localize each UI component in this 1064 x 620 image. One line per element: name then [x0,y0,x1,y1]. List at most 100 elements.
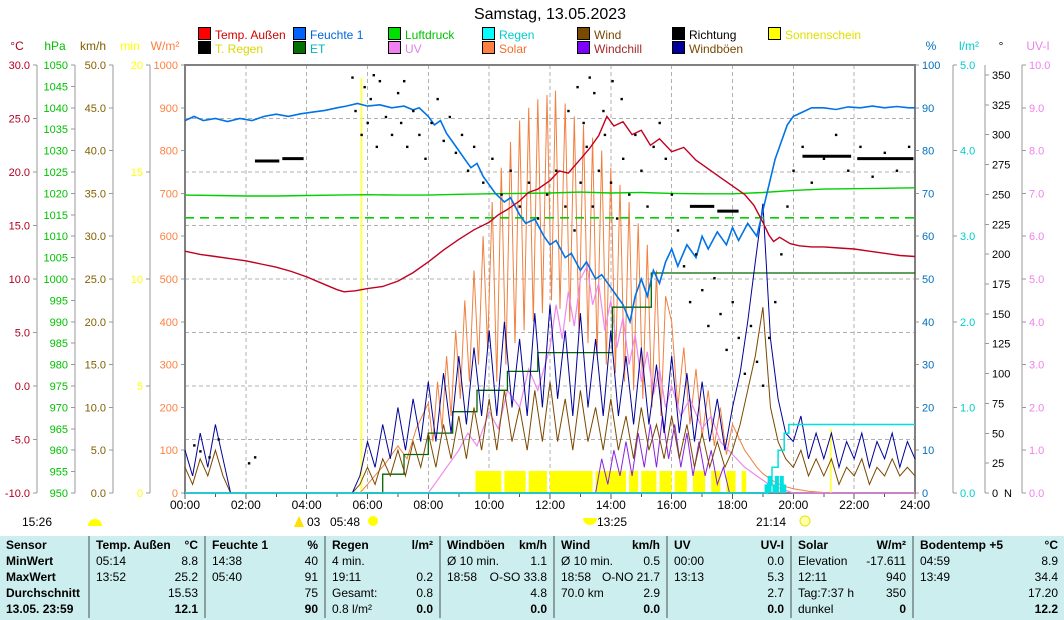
table-row: 13:52 25.2 [96,570,198,584]
x-axis-label: 20:00 [778,498,808,512]
legend-item-feuchte-1: Feuchte 1 [293,27,364,42]
series-temp-aussen [184,114,916,293]
legend-label: Feuchte 1 [310,28,364,42]
axis-tick-label: 1025 [44,167,68,179]
axis-tick-label: 35.0 [85,188,106,200]
x-axis-label: 24:00 [900,498,930,512]
axis-tick-label: 200 [992,249,1010,261]
x-axis-label: 18:00 [717,498,747,512]
axis-tick-label: 0 [172,488,178,500]
table-row: 0.0 [530,602,547,616]
axis-tick-label: 9.0 [1029,103,1044,115]
axis-tick-label: 0.0 [91,488,106,500]
table-row: 0.0 [767,602,784,616]
table-column-3: Regen l/m² 4 min. 19:11 0.2 Gesamt: 0.8 0.8 l/m… [324,536,439,618]
axis-tick-label: 1010 [44,231,68,243]
axis-tick-label: 5.0 [15,328,30,340]
table-row: 19:11 0.2 [332,570,433,584]
series-richtung-mittel [254,154,914,213]
table-row: 13:49 34.4 [920,570,1058,584]
axis-tick-label: 0 [137,488,143,500]
legend-item-uv: UV [388,41,422,56]
table-row-label: MaxWert [6,570,56,584]
table-row: 04:59 8.9 [920,554,1058,568]
axis-tick-label: 0 [922,488,928,500]
axis-tick-label: 4.0 [960,146,975,158]
uv-swatch-icon [388,41,401,54]
table-row-label: 13.05. 23:59 [6,602,74,616]
axis-unit-label: ° [999,39,1004,53]
axis-unit-label: min [120,39,139,53]
axis-tick-label: 8.0 [1029,146,1044,158]
axis-tick-label: 1030 [44,146,68,158]
table-row: dunkel 0 [798,602,906,616]
axis-tick-label: 20 [131,60,143,72]
axis-tick-label: 300 [992,130,1010,142]
page-title: Samstag, 13.05.2023 [473,6,627,23]
legend-item-t-regen: T. Regen [198,41,264,56]
axis-tick-label: 0.0 [960,488,975,500]
series-luftdruck [184,187,916,197]
axis-tick-label: 225 [992,219,1010,231]
axis-deg: 3503253002752502252001751501251007550250… [984,39,1012,500]
table-row: 0.0 [643,602,660,616]
axis-tick-label: 800 [160,146,178,158]
axis-tick-label: 300 [160,360,178,372]
legend-label: T. Regen [215,42,264,56]
axis-tick-label: 40 [922,317,934,329]
table-row: 12.1 [174,602,198,616]
axis-tick-label: 20.0 [9,167,30,179]
legend-item-richtung: Richtung [672,27,736,42]
table-column-6: UV UV-I 00:00 0.0 13:13 5.3 2.7 0.0 [666,536,790,618]
table-column-8: Bodentemp +5 °C 04:59 8.9 13:49 34.4 17.20 12.2 [912,536,1064,618]
table-row: 15.53 [167,586,198,600]
feuchte-1-swatch-icon [293,27,306,40]
table-row: 12:11 940 [798,570,906,584]
axis-tick-label: 80 [922,146,934,158]
axis-tick-label: 25.0 [9,114,30,126]
legend-item-regen: Regen [482,27,534,42]
axis-tick-label: 30 [922,360,934,372]
axis-tick-label: 3.0 [1029,360,1044,372]
table-row: Tag:7:37 h 350 [798,586,906,600]
axis-tick-label: 500 [160,274,178,286]
axis-tick-label: 45.0 [85,103,106,115]
axis-tick-label: 50.0 [85,60,106,72]
axis-tick-label: 1020 [44,188,68,200]
axis-tick-label: 990 [50,317,68,329]
axis-tick-label: 0.0 [1029,488,1044,500]
stats-table: Sensor MinWert MaxWert Durchschnitt 13.05. 2… [0,536,1064,620]
table-row: Ø 10 min. 0.5 [561,554,660,568]
axis-tick-label: 30.0 [85,231,106,243]
axis-tick-label: 980 [50,360,68,372]
axis-tick-label: 25 [992,458,1004,470]
axis-tick-label: 100 [922,60,940,72]
series-sonnenschein [475,471,747,492]
sonnenschein-swatch-icon [768,27,781,40]
axis-tick-label: 275 [992,160,1010,172]
axis-kmh: 50.0 45.0 40.0 35.0 30.0 25.0 20.0 15.0 10.0 5.0 0… [80,39,114,500]
axis-tick-label: 995 [50,295,68,307]
axis-tick-label: 350 [992,70,1010,82]
astro-marker-sunrise: 05:48 [330,515,360,529]
axis-tick-label: -10.0 [5,488,30,500]
axis-tick-label: 150 [992,309,1010,321]
axis-tick-label: 10 [131,274,143,286]
table-row-label: Sensor [6,538,47,552]
axis-tick-label: 1000 [44,274,68,286]
table-row: 18:58 O-NO 21.7 [561,570,660,584]
axis-tick-label: 7.0 [1029,188,1044,200]
table-row: Gesamt: 0.8 [332,586,433,600]
axis-tick-label: 90 [922,103,934,115]
axis-tick-label: 955 [50,467,68,479]
table-column-header: Solar W/m² [798,538,906,552]
windchill-swatch-icon [577,41,590,54]
axis-tick-label: 0 [992,488,998,500]
table-column-header: Feuchte 1% [212,538,318,552]
axis-tick-label: 70 [922,188,934,200]
axis-tick-label: 1045 [44,81,68,93]
x-axis-label: 00:00 [170,498,200,512]
series-richtung [193,74,911,465]
